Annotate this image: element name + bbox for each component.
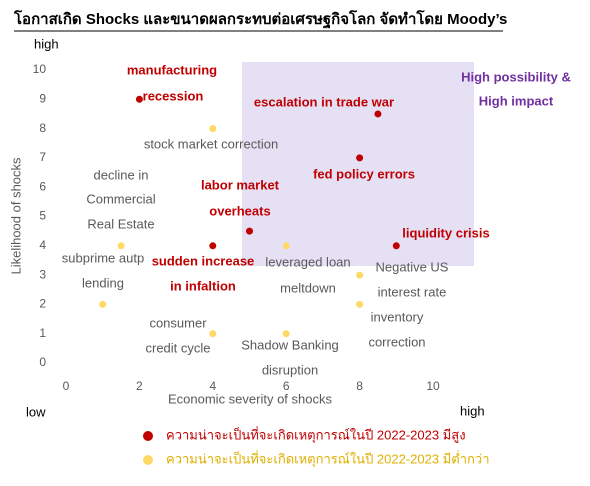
annotation: High impact [479,93,554,108]
point-label: liquidity crisis [402,225,489,240]
chart-title: โอกาสเกิด Shocks และขนาดผลกระทบต่อเศรษฐก… [13,9,507,29]
point-label: labor market [201,177,280,192]
point-label: credit cycle [145,340,210,355]
point-label: manufacturing [127,62,217,77]
point-label: correction [368,334,425,349]
point-label: stock market correction [144,136,278,151]
point-label: interest rate [378,284,447,299]
point-label: consumer [149,315,207,330]
point [374,110,382,118]
y-tick-label: 10 [33,62,47,76]
y-tick-label: 7 [39,150,46,164]
point-label: inventory [371,309,424,324]
y-tick-label: 3 [39,267,46,281]
y-tick-label: 2 [39,297,46,311]
point [392,242,400,250]
point-label: disruption [262,362,318,377]
point-label: sudden increase [152,253,255,268]
point [209,330,217,338]
point [209,125,217,133]
y-tick-label: 9 [39,91,46,105]
point-label: in infaltion [170,278,236,293]
point [209,242,217,250]
point [282,330,290,338]
point [117,242,125,250]
highlight-region [242,62,474,266]
annotation: high [460,403,485,418]
point-label: Negative US [376,259,449,274]
y-tick-label: 8 [39,121,46,135]
annotation: high [34,36,59,51]
x-tick-label: 0 [63,379,70,393]
point-label: subprime autp [62,250,144,265]
point-label: Shadow Banking [241,337,339,352]
point-label: Commercial [86,191,155,206]
point [135,95,143,103]
x-tick-label: 10 [426,379,440,393]
annotation: High possibility & [461,69,571,84]
y-tick-label: 4 [39,238,46,252]
point-label: escalation in trade war [254,94,394,109]
legend-label: ความน่าจะเป็นที่จะเกิดเหตุการณ์ในปี 2022… [166,449,490,467]
x-tick-label: 4 [209,379,216,393]
point-label: overheats [209,203,270,218]
y-tick-label: 0 [39,355,46,369]
point [282,242,290,250]
x-tick-label: 2 [136,379,143,393]
point-label: Real Estate [87,216,154,231]
point [356,271,364,279]
legend-marker [143,431,153,441]
y-tick-label: 1 [39,326,46,340]
y-axis-label: Likelihood of shocks [8,157,23,275]
point-label: lending [82,275,124,290]
point [99,300,107,308]
point-label: recession [143,88,204,103]
y-tick-label: 6 [39,179,46,193]
point [246,227,253,235]
point [356,154,364,162]
y-tick-label: 5 [39,209,46,223]
legend-label: ความน่าจะเป็นที่จะเกิดเหตุการณ์ในปี 2022… [166,425,466,443]
point-label: leveraged loan [265,254,350,269]
x-tick-label: 6 [283,379,290,393]
point [356,300,364,308]
x-tick-label: 8 [356,379,363,393]
point-label: meltdown [280,280,336,295]
annotation: low [26,404,46,419]
x-axis-label: Economic severity of shocks [168,391,333,406]
point-label: fed policy errors [313,166,415,181]
legend-marker [143,455,153,465]
point-label: decline in [94,167,149,182]
